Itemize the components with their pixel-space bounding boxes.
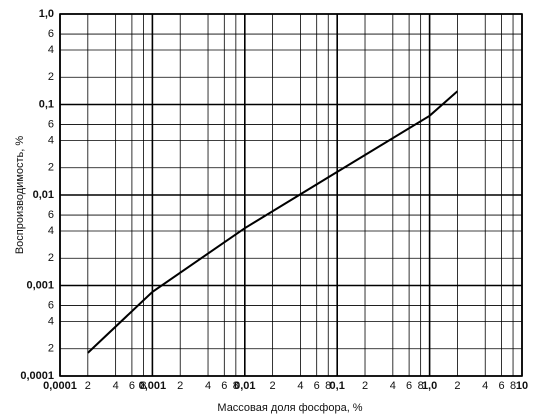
x-tick-label: 8 [325,380,331,392]
x-tick-label: 4 [113,380,119,392]
x-tick-label: 6 [129,380,135,392]
y-tick-label: 6 [48,209,54,221]
x-tick-label: 8 [510,380,516,392]
x-tick-label: 6 [498,380,504,392]
x-tick-label: 2 [85,380,91,392]
y-tick-label: 0,1 [39,98,54,110]
y-tick-label: 0,0001 [20,370,54,382]
x-tick-label: 4 [390,380,396,392]
y-tick-label: 2 [48,343,54,355]
y-tick-label: 4 [48,134,54,146]
x-tick-label: 8 [418,380,424,392]
x-tick-label: 4 [205,380,211,392]
x-tick-label: 2 [177,380,183,392]
y-tick-label: 4 [48,44,54,56]
x-tick-label: 8 [140,380,146,392]
y-tick-label: 4 [48,225,54,237]
x-tick-label: 2 [270,380,276,392]
x-tick-label: 10 [516,380,528,392]
x-tick-label: 6 [314,380,320,392]
data-line [87,90,459,354]
y-tick-label: 6 [48,28,54,40]
x-tick-label: 8 [233,380,239,392]
y-tick-label: 2 [48,252,54,264]
x-tick-label: 6 [221,380,227,392]
x-tick-label: 4 [482,380,488,392]
y-tick-label: 0,01 [33,189,54,201]
plot-frame [59,13,523,377]
x-tick-label: 0,001 [139,380,167,392]
y-tick-label: 2 [48,162,54,174]
y-axis-title: Воспроизводимость, % [14,136,26,255]
x-tick-label: 2 [362,380,368,392]
x-tick-label: 0,1 [330,380,345,392]
x-tick-label: 4 [297,380,303,392]
y-tick-label: 6 [48,299,54,311]
x-tick-label: 0,0001 [43,380,77,392]
x-axis-title: Массовая доля фосфора, % [217,402,362,414]
y-tick-label: 6 [48,118,54,130]
y-tick-label: 2 [48,71,54,83]
x-tick-label: 6 [406,380,412,392]
y-tick-label: 4 [48,315,54,327]
x-tick-label: 2 [454,380,460,392]
y-tick-label: 1,0 [39,8,54,20]
x-tick-label: 1,0 [422,380,437,392]
y-tick-label: 0,001 [26,279,54,291]
x-tick-label: 0,01 [234,380,255,392]
